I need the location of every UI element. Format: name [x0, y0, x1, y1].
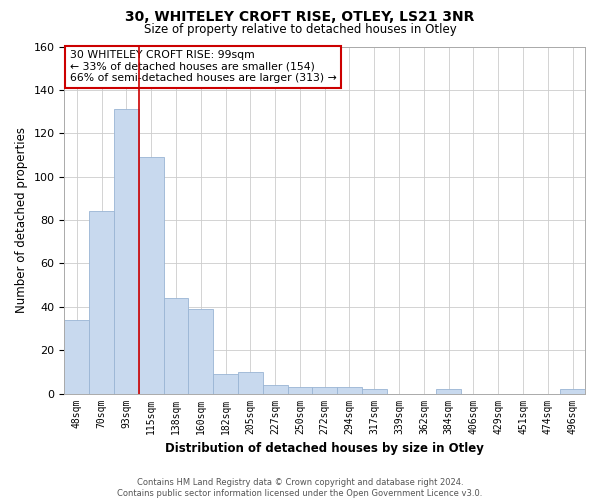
- Text: Size of property relative to detached houses in Otley: Size of property relative to detached ho…: [143, 22, 457, 36]
- X-axis label: Distribution of detached houses by size in Otley: Distribution of detached houses by size …: [165, 442, 484, 455]
- Text: 30, WHITELEY CROFT RISE, OTLEY, LS21 3NR: 30, WHITELEY CROFT RISE, OTLEY, LS21 3NR: [125, 10, 475, 24]
- Bar: [213, 374, 238, 394]
- Bar: [89, 212, 114, 394]
- Bar: [64, 320, 89, 394]
- Bar: [263, 385, 287, 394]
- Bar: [436, 389, 461, 394]
- Bar: [560, 389, 585, 394]
- Bar: [238, 372, 263, 394]
- Y-axis label: Number of detached properties: Number of detached properties: [15, 127, 28, 313]
- Bar: [164, 298, 188, 394]
- Bar: [337, 387, 362, 394]
- Text: 30 WHITELEY CROFT RISE: 99sqm
← 33% of detached houses are smaller (154)
66% of : 30 WHITELEY CROFT RISE: 99sqm ← 33% of d…: [70, 50, 337, 83]
- Bar: [313, 387, 337, 394]
- Text: Contains HM Land Registry data © Crown copyright and database right 2024.
Contai: Contains HM Land Registry data © Crown c…: [118, 478, 482, 498]
- Bar: [139, 157, 164, 394]
- Bar: [362, 389, 386, 394]
- Bar: [114, 110, 139, 394]
- Bar: [287, 387, 313, 394]
- Bar: [188, 309, 213, 394]
